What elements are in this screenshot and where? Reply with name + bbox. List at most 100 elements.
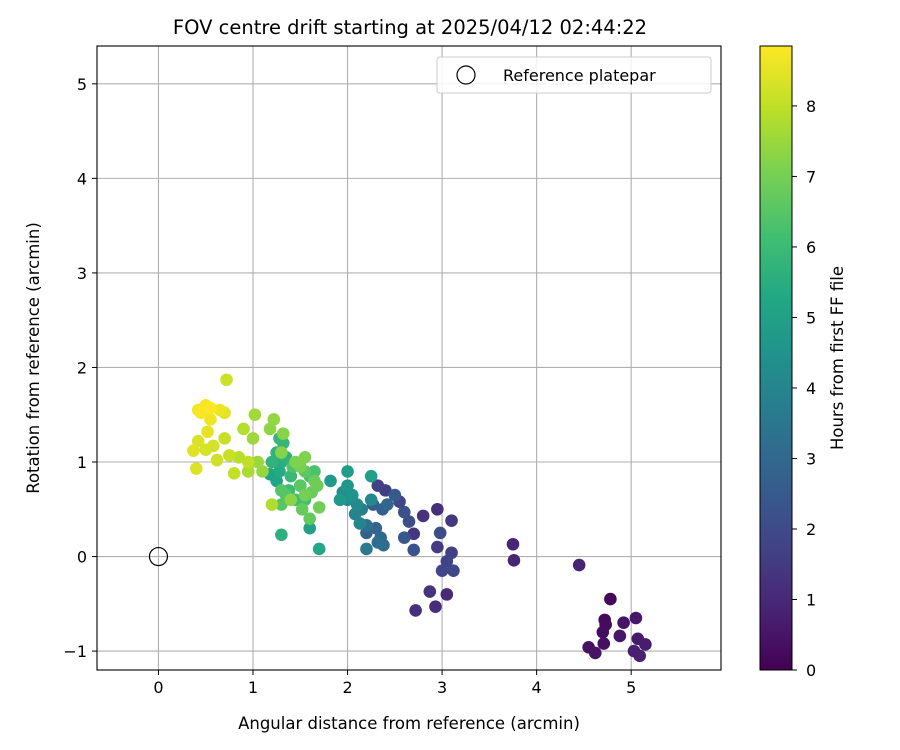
data-point	[213, 403, 227, 417]
data-point	[613, 629, 627, 643]
data-point	[369, 521, 383, 535]
data-point	[572, 558, 586, 572]
colorbar-tick-label: 6	[806, 238, 816, 257]
data-point	[588, 646, 602, 660]
data-point	[308, 465, 321, 478]
colorbar-tick-label: 3	[806, 449, 816, 468]
data-point	[220, 373, 233, 387]
data-point	[633, 649, 646, 663]
y-tick-label: 5	[77, 75, 87, 94]
y-tick-label: −1	[63, 642, 87, 661]
reference-marker-layer	[148, 546, 169, 567]
data-point	[440, 588, 454, 601]
data-point	[364, 469, 378, 483]
data-point	[270, 474, 283, 488]
data-point	[507, 554, 521, 567]
data-point	[284, 493, 298, 507]
data-point	[407, 527, 421, 541]
data-point	[617, 616, 630, 630]
data-point	[256, 465, 269, 478]
data-point	[189, 462, 203, 475]
data-point	[371, 536, 385, 549]
data-point	[440, 554, 454, 568]
colorbar-tick-label: 4	[806, 379, 816, 398]
grid	[97, 46, 721, 670]
data-point	[597, 637, 611, 650]
data-point	[295, 502, 309, 516]
data-point	[273, 465, 286, 478]
data-point	[371, 479, 385, 492]
data-point	[312, 501, 326, 514]
data-point	[397, 505, 411, 519]
data-point	[267, 413, 281, 426]
legend-label-reference: Reference platepar	[503, 66, 656, 85]
data-point	[310, 479, 324, 492]
data-point	[276, 436, 290, 450]
x-axis-ticks: 0 1 2 3 4 5	[153, 670, 636, 697]
data-point	[276, 427, 290, 440]
data-point	[237, 422, 250, 436]
x-tick-label: 4	[532, 678, 542, 697]
data-point	[275, 498, 288, 511]
x-tick-label: 3	[437, 678, 447, 697]
data-point	[431, 502, 444, 516]
data-point	[191, 434, 205, 448]
data-point	[380, 498, 394, 511]
data-point	[293, 479, 307, 492]
colorbar-tick-label: 7	[806, 167, 816, 186]
data-point	[201, 425, 214, 439]
data-point	[284, 469, 298, 483]
data-point	[431, 540, 444, 554]
data-point	[187, 444, 200, 457]
data-point	[251, 455, 265, 469]
plot-frame	[96, 45, 722, 671]
data-point	[194, 406, 208, 420]
data-point	[227, 467, 241, 480]
x-tick-label: 2	[342, 678, 352, 697]
data-point	[402, 515, 416, 528]
data-point	[604, 592, 617, 606]
x-tick-label: 0	[153, 678, 163, 697]
data-point	[298, 450, 312, 464]
data-point	[629, 611, 643, 625]
data-point	[223, 449, 236, 462]
data-point	[275, 484, 288, 497]
data-point	[275, 528, 288, 542]
data-point	[596, 625, 610, 639]
data-point	[350, 498, 364, 511]
colorbar: 0 1 2 3 4 5 6 7 8 Hours from first FF file	[759, 45, 847, 680]
data-point	[423, 585, 437, 598]
x-tick-label: 1	[248, 678, 258, 697]
y-tick-label: 2	[77, 358, 87, 377]
y-axis-ticks: −1 0 1 2 3 4 5	[63, 75, 97, 661]
data-point	[353, 517, 367, 530]
data-point	[341, 465, 354, 478]
colorbar-tick-label: 1	[806, 590, 816, 609]
data-point	[218, 432, 231, 445]
data-point	[204, 401, 217, 415]
data-point	[407, 543, 421, 557]
data-point	[388, 488, 402, 502]
data-point	[445, 514, 458, 527]
colorbar-gradient	[759, 45, 793, 671]
data-point	[360, 542, 373, 556]
data-point	[289, 455, 302, 469]
y-tick-label: 1	[77, 453, 87, 472]
data-point	[210, 453, 224, 467]
data-point	[409, 604, 422, 617]
y-tick-label: 0	[77, 548, 87, 567]
y-tick-label: 4	[77, 169, 87, 188]
data-point	[364, 493, 378, 507]
data-point	[199, 443, 213, 457]
legend-box	[436, 56, 712, 94]
data-point	[265, 498, 279, 511]
data-point	[275, 446, 288, 459]
data-point	[312, 542, 326, 556]
colorbar-tick-label: 8	[806, 97, 816, 116]
legend-marker-reference	[456, 65, 476, 85]
x-axis-label: Angular distance from reference (arcmin)	[238, 714, 580, 733]
data-point	[263, 422, 277, 436]
data-point	[303, 521, 317, 535]
colorbar-ticks: 0 1 2 3 4 5 6 7 8	[792, 97, 816, 680]
